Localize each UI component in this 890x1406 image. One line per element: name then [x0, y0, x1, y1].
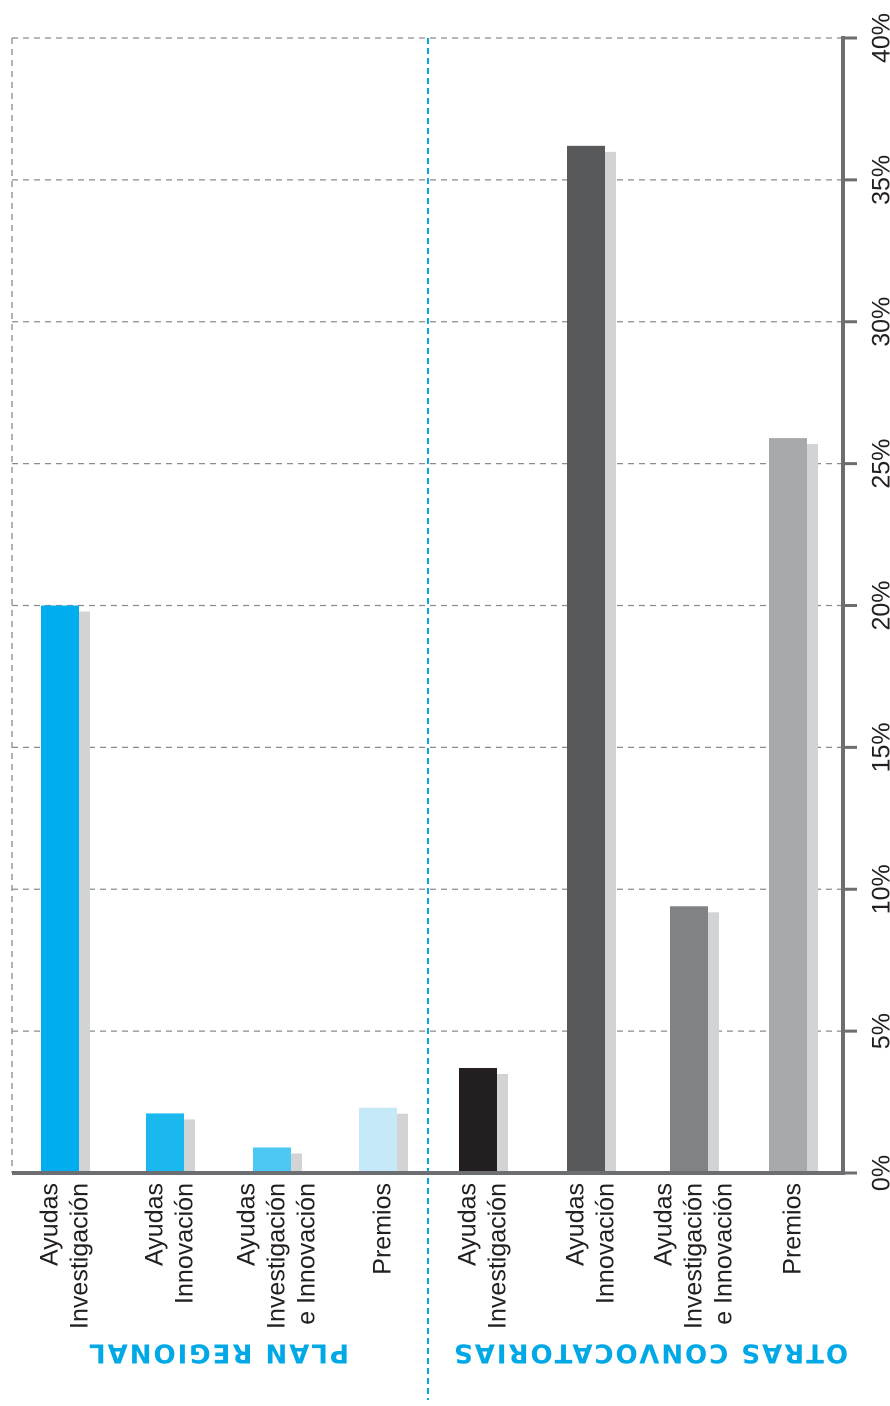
category-label: Innovación [171, 1183, 199, 1304]
category-label: Investigación [484, 1183, 512, 1329]
bar [253, 1147, 291, 1173]
category-label: Premios [369, 1183, 397, 1275]
bars [41, 145, 818, 1174]
bar-shadow [708, 912, 719, 1173]
bar [567, 145, 605, 1174]
category-label: Investigación [66, 1183, 94, 1329]
bar-shadow [497, 1074, 508, 1173]
bar [41, 605, 79, 1173]
bar [146, 1113, 184, 1173]
category-label: Investigación [263, 1183, 291, 1329]
tick-label: 35% [868, 155, 890, 205]
category-label: Ayudas [233, 1183, 261, 1266]
category-label: Innovación [592, 1183, 620, 1304]
tick-label: 25% [868, 439, 890, 489]
category-label: Ayudas [562, 1183, 590, 1266]
bar-shadow [79, 611, 90, 1173]
tick-label: 40% [868, 13, 890, 63]
category-label: e Innovación [293, 1183, 321, 1325]
bar [670, 906, 708, 1173]
category-labels: Ayudas Investigación Ayudas Innovación Ayuda… [36, 1183, 807, 1329]
category-label: e Innovación [710, 1183, 738, 1325]
bar-shadow [807, 444, 818, 1173]
tick-label: 15% [868, 722, 890, 772]
bar-shadow [397, 1113, 408, 1173]
bar [769, 438, 807, 1173]
bar-shadow [291, 1153, 302, 1173]
category-label: Ayudas [454, 1183, 482, 1266]
tick-label: 0% [868, 1155, 890, 1191]
bar-shadow [184, 1119, 195, 1173]
group-label: PLAN REGIONAL [87, 1338, 349, 1368]
category-label: Ayudas [141, 1183, 169, 1266]
group-label: OTRAS CONVOCATORIAS [452, 1338, 848, 1368]
bar-shadow [605, 151, 616, 1173]
category-label: Ayudas [650, 1183, 678, 1266]
category-label: Ayudas [36, 1183, 64, 1266]
category-label: Investigación [680, 1183, 708, 1329]
tick-label: 30% [868, 297, 890, 347]
group-labels: PLAN REGIONAL OTRAS CONVOCATORIAS [87, 1338, 848, 1368]
value-axis: 0% 5% 10% 15% 20% 25% 30% 35% 40% [12, 13, 890, 1191]
category-label: Premios [779, 1183, 807, 1275]
bar [459, 1068, 497, 1173]
tick-label: 20% [868, 580, 890, 630]
bar [359, 1107, 397, 1173]
tick-label: 10% [868, 864, 890, 914]
tick-label: 5% [868, 1013, 890, 1049]
